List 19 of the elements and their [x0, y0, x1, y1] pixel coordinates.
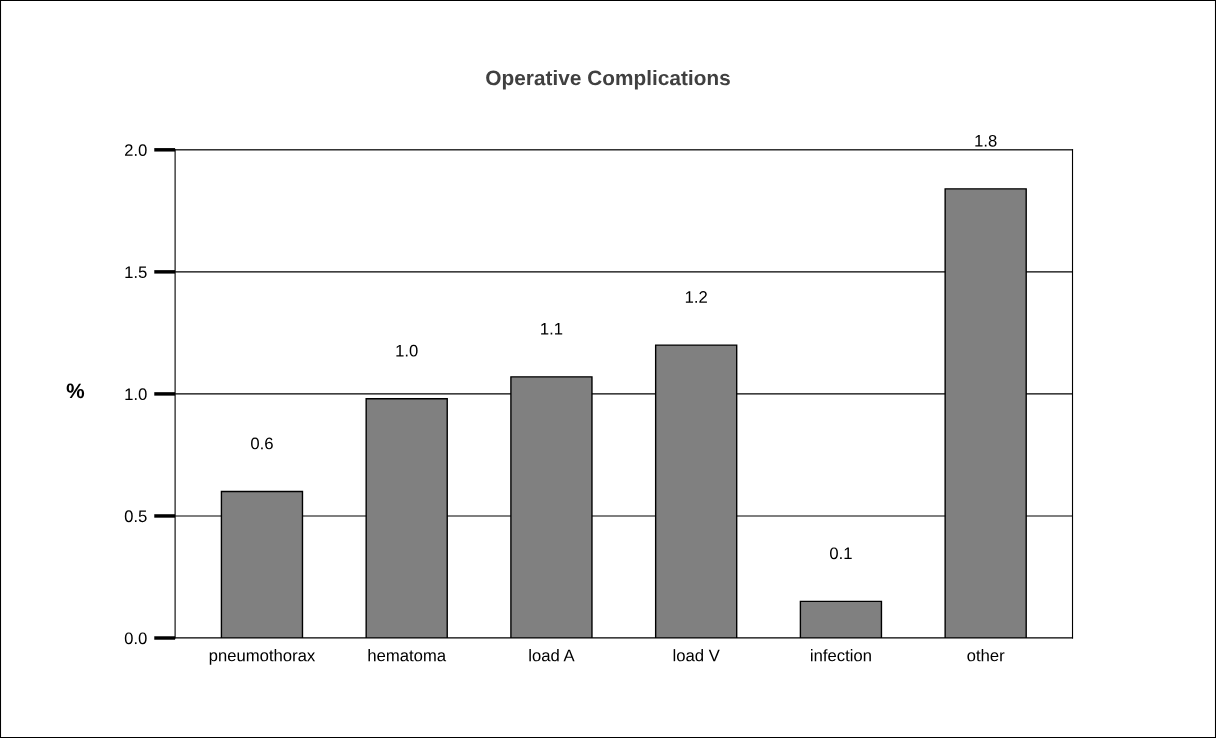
x-tick-label: load V — [673, 649, 720, 662]
data-label: 0.6 — [251, 437, 273, 450]
chart-title: Operative Complications — [486, 69, 730, 90]
y-tick-label: 0.5 — [124, 510, 147, 523]
x-tick-label: pneumothorax — [209, 649, 316, 665]
data-label: 1.1 — [541, 323, 563, 335]
x-tick-label: hematoma — [368, 649, 447, 662]
y-tick-label: 1.5 — [125, 266, 147, 279]
x-tick-label: infection — [811, 649, 871, 662]
y-axis-title: % — [66, 383, 85, 399]
data-label: 1.2 — [685, 291, 707, 303]
y-tick-label: 0.0 — [124, 632, 147, 645]
x-tick-label: other — [967, 649, 1005, 662]
y-tick-label: 2.0 — [125, 144, 147, 157]
x-tick-label: load A — [529, 649, 575, 662]
data-label: 1.0 — [396, 344, 418, 357]
y-tick-label: 1.0 — [125, 388, 147, 401]
data-label: 1.8 — [975, 134, 997, 147]
data-label: 0.1 — [829, 547, 852, 560]
